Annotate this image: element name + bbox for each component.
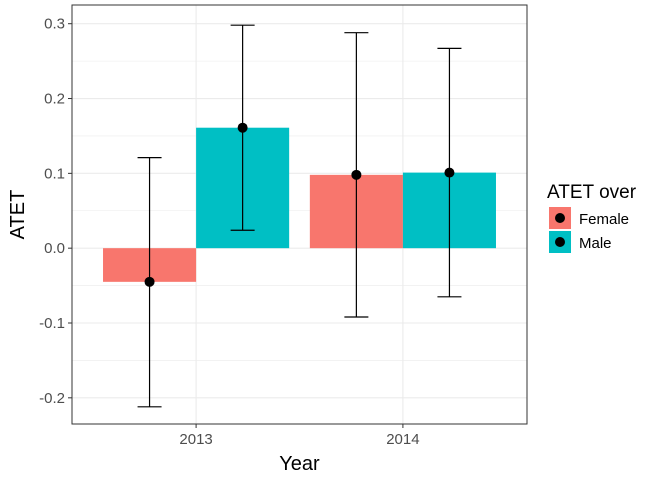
plot-border: [71, 4, 528, 425]
x-tick-label: 2013: [179, 431, 212, 448]
x-tick-label: 2014: [386, 431, 419, 448]
y-tick-label: -0.2: [39, 390, 65, 407]
points: [144, 122, 455, 287]
y-tick-label: 0.0: [44, 240, 65, 257]
legend-point: [555, 213, 565, 223]
legend: ATET over Female Male: [547, 182, 637, 253]
point-female-2013: [144, 276, 155, 287]
legend-label: Female: [579, 211, 629, 228]
legend-point: [555, 237, 565, 247]
legend-item-female: Female: [549, 207, 629, 229]
legend-title: ATET over: [547, 182, 637, 203]
y-tick-label: 0.2: [44, 91, 65, 108]
y-tick-label: 0.1: [44, 165, 65, 182]
y-axis-title: ATET: [7, 190, 29, 240]
point-male-2013: [237, 122, 248, 133]
legend-label: Male: [579, 235, 612, 252]
legend-item-male: Male: [549, 231, 612, 253]
point-female-2014: [351, 169, 362, 180]
x-axis-title: Year: [279, 453, 320, 475]
axes: -0.2 -0.1 0.0 0.1 0.2 0.3 2013 2014: [39, 16, 419, 448]
point-male-2014: [444, 167, 455, 178]
y-tick-label: -0.1: [39, 315, 65, 332]
y-tick-label: 0.3: [44, 16, 65, 33]
